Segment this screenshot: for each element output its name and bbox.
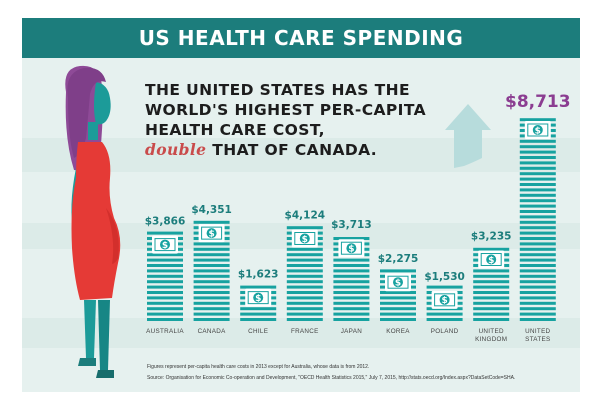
category-label: KINGDOM: [475, 336, 507, 343]
dollar-bill-icon: $: [385, 273, 411, 292]
bar-group: $ $2,275 KOREA: [378, 253, 419, 335]
dollar-bill-icon: $: [478, 250, 505, 269]
dollar-symbol: $: [488, 256, 494, 266]
value-label: $3,713: [331, 219, 372, 231]
headline-line-rest: THAT OF CANADA.: [206, 141, 378, 159]
dollar-symbol: $: [255, 294, 261, 304]
category-label: UNITED: [479, 328, 504, 335]
dollar-bill-icon: $: [524, 121, 551, 139]
headline-emphasis: double: [145, 140, 207, 159]
dollar-bill-icon: $: [431, 290, 458, 309]
headline: THE UNITED STATES HAS THE WORLD'S HIGHES…: [145, 80, 426, 160]
dollar-symbol: $: [208, 230, 214, 240]
dollar-symbol: $: [162, 241, 168, 251]
bar-group: $ $4,351 CANADA: [191, 204, 232, 335]
up-arrow-icon: [445, 104, 491, 168]
category-label: FRANCE: [291, 328, 319, 335]
value-label: $3,866: [145, 216, 186, 228]
header-banner: US HEALTH CARE SPENDING: [22, 18, 580, 58]
value-label: $1,530: [424, 271, 465, 283]
category-label: JAPAN: [341, 328, 362, 335]
background-band: [22, 318, 580, 348]
category-label: KOREA: [386, 328, 410, 335]
background-band: [22, 138, 580, 172]
woman-illustration: [65, 65, 121, 378]
dollar-bill-icon: $: [338, 239, 365, 258]
page-title: US HEALTH CARE SPENDING: [138, 26, 464, 50]
category-label: UNITED: [525, 328, 550, 335]
bar-group: $ $3,713 JAPAN: [331, 219, 372, 335]
bar-group: $ $1,623 CHILE: [238, 269, 279, 335]
dollar-symbol: $: [395, 279, 401, 289]
category-label: POLAND: [431, 328, 459, 335]
value-label: $4,351: [191, 204, 232, 216]
category-label: CANADA: [198, 328, 227, 335]
value-label: $3,235: [471, 231, 512, 243]
category-label: STATES: [525, 336, 550, 343]
bar-chart: $ $3,866 AUSTRALIA $ $4,351 CANADA $ $1,623 CHIL…: [145, 92, 571, 343]
headline-line: double THAT OF CANADA.: [145, 140, 425, 160]
headline-line: HEALTH CARE COST,: [145, 121, 325, 139]
infographic-card: US HEALTH CARE SPENDING THE UNITED STATE…: [22, 18, 580, 392]
dollar-bill-icon: $: [291, 229, 318, 248]
dollar-bill-icon: $: [152, 235, 178, 254]
value-label: $1,623: [238, 269, 279, 281]
headline-line: THE UNITED STATES HAS THE: [145, 81, 410, 99]
category-label: CHILE: [248, 328, 268, 335]
dollar-symbol: $: [302, 235, 308, 245]
bar-group: $ $3,866 AUSTRALIA: [145, 216, 186, 335]
dollar-symbol: $: [535, 126, 541, 136]
headline-line: WORLD'S HIGHEST PER-CAPITA: [145, 101, 426, 119]
dollar-bill-icon: $: [245, 288, 272, 307]
bar-group: $ $1,530 POLAND: [424, 271, 465, 335]
bar: [519, 118, 556, 321]
dollar-symbol: $: [348, 245, 354, 255]
dollar-symbol: $: [441, 296, 447, 306]
bar-group: $ $4,124 FRANCE: [285, 209, 326, 335]
footnote: Figures represent per-capita health care…: [147, 364, 370, 370]
source-note: Source: Organisation for Economic Co-ope…: [147, 375, 516, 381]
value-label: $8,713: [505, 92, 571, 112]
value-label: $4,124: [285, 209, 326, 221]
dollar-bill-icon: $: [198, 224, 225, 243]
category-label: AUSTRALIA: [146, 328, 184, 335]
value-label: $2,275: [378, 253, 419, 265]
